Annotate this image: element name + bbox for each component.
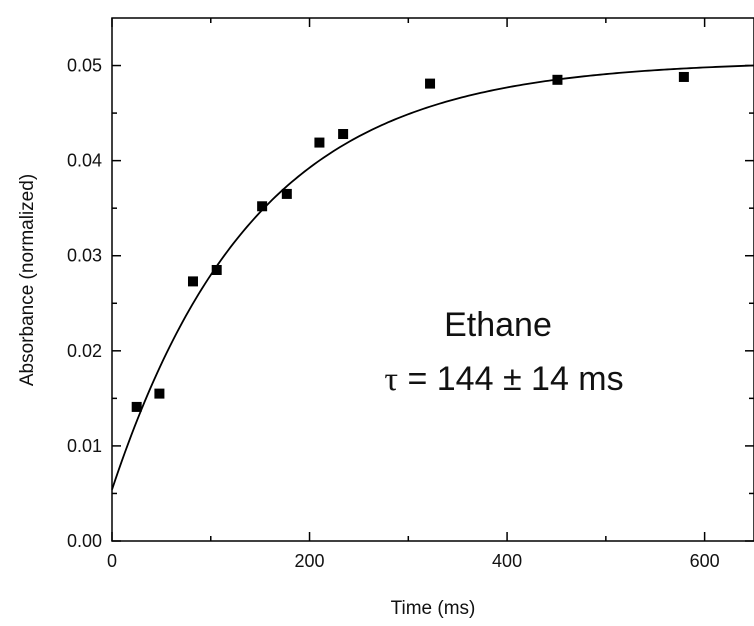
tau-value: = 144 ± 14 ms [398,360,624,398]
tick-labels: 0 200 400 600 0.00 0.01 0.02 0.03 0.04 0.05 [67,56,720,571]
x-tick-label: 0 [107,551,117,571]
data-point [678,71,689,82]
y-tick-label: 0.03 [67,246,102,266]
data-point [314,137,325,148]
y-tick-label: 0.05 [67,56,102,76]
x-tick-label: 600 [690,551,720,571]
data-point [131,401,142,412]
data-point [257,201,268,212]
plot-frame [111,17,754,542]
data-point [154,388,165,399]
tau-symbol: τ [384,361,398,398]
data-points [131,71,689,412]
axis-ticks [111,18,754,542]
data-point [211,264,222,275]
data-point [281,188,292,199]
data-point [552,74,563,85]
fit-curve [111,64,754,490]
annotation-title: Ethane [444,306,552,344]
y-tick-label: 0.02 [67,341,102,361]
data-point [338,129,349,140]
annotation-tau: τ = 144 ± 14 ms [384,360,623,398]
x-axis-title: Time (ms) [391,598,476,619]
data-point [425,78,436,89]
y-tick-label: 0.01 [67,436,102,456]
x-tick-label: 200 [295,551,325,571]
data-point [187,276,198,287]
y-tick-label: 0.00 [67,531,102,551]
y-tick-label: 0.04 [67,151,102,171]
y-axis-title: Absorbance (normalized) [17,174,38,386]
x-tick-label: 400 [492,551,522,571]
